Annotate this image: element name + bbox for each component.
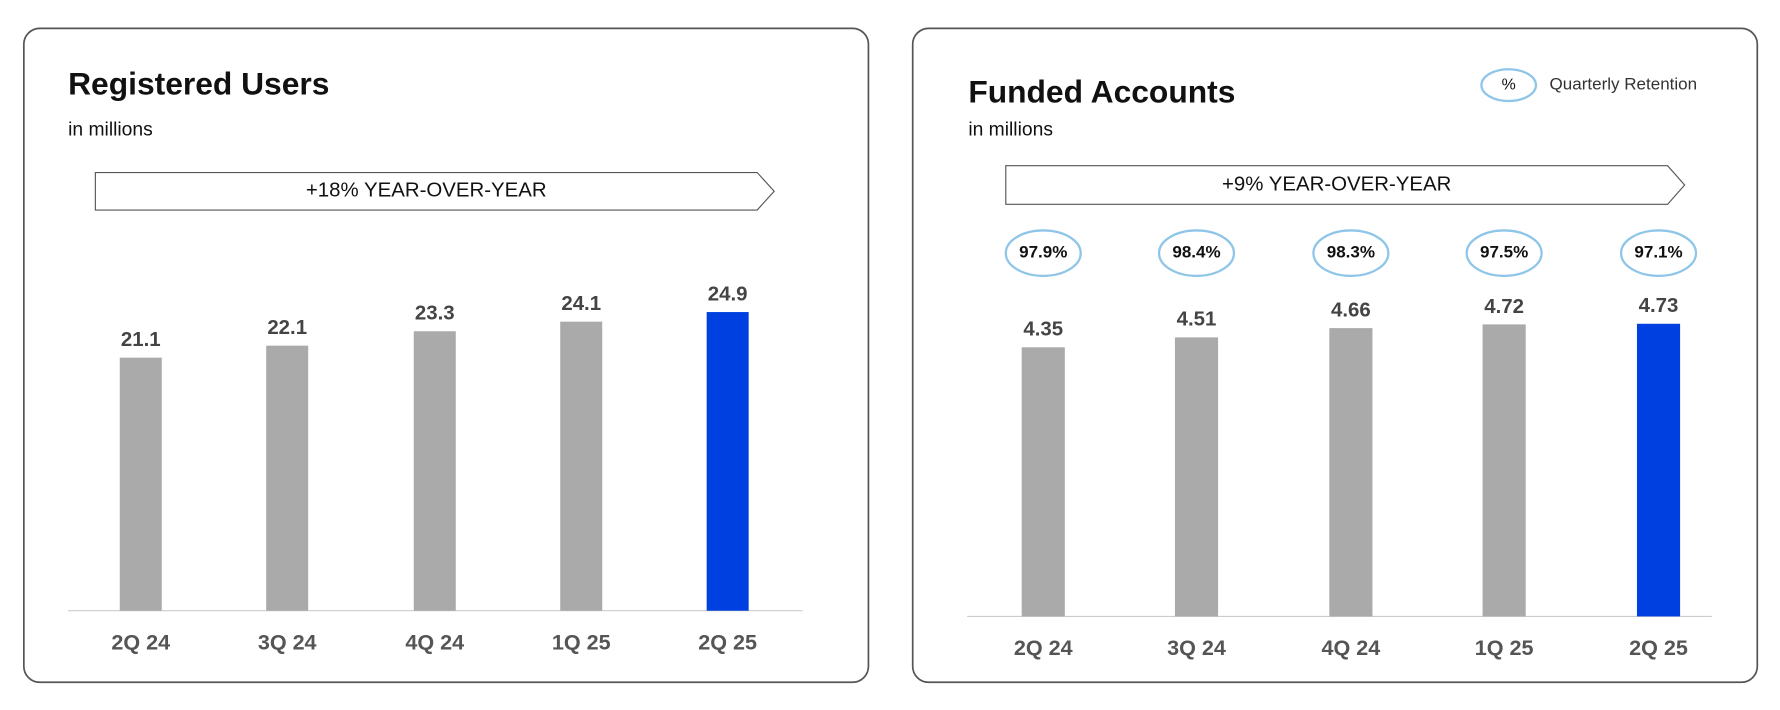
chart-subtitle: in millions bbox=[68, 120, 153, 141]
x-tick-label: 2Q 24 bbox=[111, 629, 170, 654]
bar bbox=[560, 321, 603, 611]
value-label: 4.72 bbox=[1484, 296, 1524, 318]
bar bbox=[1021, 347, 1065, 617]
legend-label: Quarterly Retention bbox=[1550, 75, 1698, 94]
retention-badge bbox=[1619, 229, 1698, 277]
bar bbox=[706, 312, 749, 611]
retention-badge bbox=[1157, 229, 1236, 277]
annotation: +9% YEAR-OVER-YEAR bbox=[1222, 173, 1451, 195]
retention-badge bbox=[1312, 229, 1390, 277]
bar bbox=[413, 331, 456, 611]
retention-label: 98.4% bbox=[1172, 243, 1220, 262]
x-tick-label: 3Q 24 bbox=[258, 629, 317, 654]
banner bbox=[94, 171, 775, 211]
value-label: 24.9 bbox=[708, 283, 748, 305]
retention-badge bbox=[1465, 229, 1543, 277]
value-label: 4.51 bbox=[1177, 309, 1217, 331]
value-label: 4.73 bbox=[1639, 295, 1679, 317]
chart-title: Funded Accounts bbox=[968, 74, 1235, 110]
x-tick-label: 4Q 24 bbox=[1322, 635, 1381, 660]
retention-label: 97.1% bbox=[1634, 243, 1682, 262]
value-label: 24.1 bbox=[561, 293, 601, 315]
x-tick-label: 2Q 24 bbox=[1014, 635, 1073, 660]
x-tick-label: 1Q 25 bbox=[552, 629, 611, 654]
annotation: +18% YEAR-OVER-YEAR bbox=[306, 180, 547, 202]
value-label: 22.1 bbox=[267, 317, 307, 339]
value-label: 21.1 bbox=[121, 329, 161, 351]
retention-label: 97.5% bbox=[1480, 243, 1528, 262]
bar bbox=[266, 345, 309, 611]
bar bbox=[1174, 337, 1219, 617]
value-label: 4.66 bbox=[1331, 299, 1371, 321]
retention-label: 98.3% bbox=[1327, 243, 1375, 262]
value-label: 4.35 bbox=[1023, 319, 1063, 341]
retention-badge bbox=[1004, 229, 1082, 277]
bar bbox=[1482, 324, 1526, 617]
chart-subtitle: in millions bbox=[968, 120, 1053, 141]
bar bbox=[1636, 323, 1681, 617]
x-tick-label: 4Q 24 bbox=[405, 629, 464, 654]
legend-symbol bbox=[1480, 68, 1538, 103]
chart-title: Registered Users bbox=[68, 66, 329, 102]
banner bbox=[1005, 165, 1686, 205]
x-tick-label: 3Q 24 bbox=[1167, 635, 1226, 660]
bar bbox=[119, 357, 162, 611]
canvas: Registered Users in millions +18% YEAR-OVE… bbox=[22, 27, 1759, 684]
x-tick-label: 2Q 25 bbox=[1629, 635, 1688, 660]
x-tick-label: 2Q 25 bbox=[698, 629, 757, 654]
x-tick-label: 1Q 25 bbox=[1475, 635, 1534, 660]
legend-symbol-text: % bbox=[1502, 76, 1516, 93]
retention-label: 97.9% bbox=[1019, 243, 1067, 262]
bar bbox=[1329, 328, 1373, 617]
value-label: 23.3 bbox=[415, 303, 455, 325]
